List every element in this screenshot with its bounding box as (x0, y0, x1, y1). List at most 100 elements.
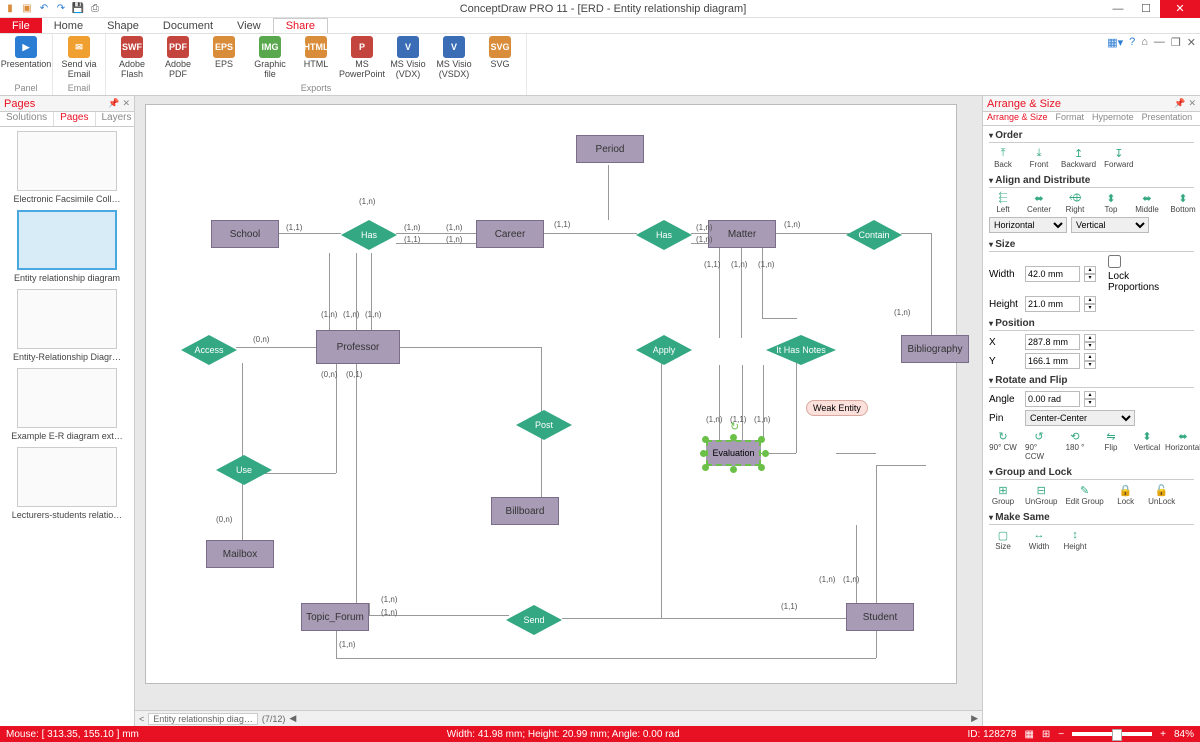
edge[interactable] (544, 233, 637, 234)
pages-tab-pages[interactable]: Pages (54, 112, 95, 126)
scroll-left-icon[interactable]: ◀ (289, 713, 296, 724)
new-icon[interactable]: ▮ (3, 2, 17, 16)
width-input[interactable] (1025, 266, 1080, 282)
ribbon-html[interactable]: HTMLHTML (294, 36, 338, 69)
ribbon-adobe-pdf[interactable]: PDFAdobe PDF (156, 36, 200, 79)
file-tab[interactable]: File (0, 18, 42, 33)
minimize-button[interactable]: — (1104, 0, 1132, 18)
selection-handle[interactable] (730, 434, 737, 441)
horizontal-button[interactable]: ⬌Horizontal (1169, 429, 1197, 461)
edge[interactable] (742, 365, 743, 440)
edge[interactable] (236, 347, 316, 348)
edge[interactable] (356, 363, 357, 603)
selection-handle[interactable] (702, 436, 709, 443)
relation-access[interactable]: Access (181, 335, 237, 365)
pages-tab-solutions[interactable]: Solutions (0, 112, 54, 126)
edge[interactable] (661, 363, 662, 618)
prev-tab-icon[interactable]: < (139, 714, 144, 724)
home-icon[interactable]: ⌂ (1141, 36, 1148, 49)
pages-tab-layers[interactable]: Layers (96, 112, 139, 126)
edge[interactable] (762, 248, 763, 318)
edge[interactable] (336, 363, 337, 473)
ribbon-adobe-flash[interactable]: SWFAdobe Flash (110, 36, 154, 79)
zoom-slider[interactable] (1072, 732, 1152, 736)
backward-button[interactable]: ↥Backward (1061, 146, 1096, 169)
edge[interactable] (719, 318, 720, 338)
position-section[interactable]: Position (989, 318, 1194, 331)
edge[interactable] (661, 618, 846, 619)
edge[interactable] (856, 525, 857, 605)
selection-handle[interactable] (702, 464, 709, 471)
help-icon[interactable]: ? (1129, 36, 1135, 49)
edge[interactable] (876, 630, 877, 658)
ribbon-eps[interactable]: EPSEPS (202, 36, 246, 69)
ribbon-ms-visio-vsdx-[interactable]: VMS Visio (VSDX) (432, 36, 476, 79)
edge[interactable] (369, 603, 370, 615)
edge[interactable] (242, 363, 243, 541)
edit-group-button[interactable]: ✎Edit Group (1065, 483, 1103, 506)
edge[interactable] (329, 253, 330, 333)
entity-student[interactable]: Student (846, 603, 914, 631)
-cw-button[interactable]: ↻90° CW (989, 429, 1017, 461)
size-section[interactable]: Size (989, 239, 1194, 252)
center-button[interactable]: ⬌Center (1025, 191, 1053, 214)
entity-bibliography[interactable]: Bibliography (901, 335, 969, 363)
edge[interactable] (356, 253, 357, 333)
close-button[interactable]: ✕ (1160, 0, 1200, 18)
zoom-out-icon[interactable]: − (1058, 729, 1064, 740)
edge[interactable] (901, 233, 931, 234)
group-button[interactable]: ⊞Group (989, 483, 1017, 506)
height-button[interactable]: ↕Height (1061, 528, 1089, 551)
ribbon-send-via-email[interactable]: ✉Send via Email (57, 36, 101, 79)
--button[interactable]: ⟲180 ° (1061, 429, 1089, 461)
middle-button[interactable]: ⬌Middle (1133, 191, 1161, 214)
close-panel-icon[interactable]: ✕ (122, 98, 130, 109)
save-icon[interactable]: 💾 (71, 2, 85, 16)
angle-input[interactable] (1025, 391, 1080, 407)
edge[interactable] (762, 318, 797, 319)
grid-icon[interactable]: ▦ (1024, 729, 1033, 740)
rtab-format[interactable]: Format (1052, 112, 1089, 125)
print-icon[interactable]: ⎙ (88, 2, 102, 16)
edge[interactable] (876, 465, 877, 605)
edge[interactable] (336, 658, 876, 659)
undo-icon[interactable]: ↶ (37, 2, 51, 16)
relation-apply[interactable]: Apply (636, 335, 692, 365)
entity-period[interactable]: Period (576, 135, 644, 163)
ribbon-tab-shape[interactable]: Shape (95, 18, 151, 33)
page-thumb[interactable]: Entity relationship diagram (4, 210, 130, 283)
-ccw-button[interactable]: ↺90° CCW (1025, 429, 1053, 461)
ribbon-tab-share[interactable]: Share (273, 18, 328, 33)
y-input[interactable] (1025, 353, 1080, 369)
doc-tab[interactable]: Entity relationship diag… (148, 713, 258, 725)
right-button[interactable]: ⬲Right (1061, 191, 1089, 214)
entity-school[interactable]: School (211, 220, 279, 248)
edge[interactable] (562, 618, 662, 619)
page-thumb[interactable]: Example E-R diagram ext… (4, 368, 130, 441)
vertical-select[interactable]: Vertical (1071, 217, 1149, 233)
redo-icon[interactable]: ↷ (54, 2, 68, 16)
close-panel-icon[interactable]: ✕ (1188, 98, 1196, 109)
unlock-button[interactable]: 🔓UnLock (1148, 483, 1176, 506)
edge[interactable] (719, 365, 720, 440)
scroll-right-icon[interactable]: ▶ (971, 713, 978, 724)
relation-notes[interactable]: It Has Notes (766, 335, 836, 365)
rotate-section[interactable]: Rotate and Flip (989, 375, 1194, 388)
selection-handle[interactable] (758, 436, 765, 443)
edge[interactable] (541, 347, 542, 412)
ungroup-button[interactable]: ⊟UnGroup (1025, 483, 1057, 506)
align-section[interactable]: Align and Distribute (989, 175, 1194, 188)
ribbon-ms-powerpoint[interactable]: PMS PowerPoint (340, 36, 384, 79)
back-button[interactable]: ⤒Back (989, 146, 1017, 169)
relation-post[interactable]: Post (516, 410, 572, 440)
top-button[interactable]: ⬍Top (1097, 191, 1125, 214)
edge[interactable] (541, 438, 542, 500)
rtab-hypernote[interactable]: Hypernote (1088, 112, 1138, 125)
weak-entity-evaluation[interactable]: Evaluation (706, 440, 761, 466)
relation-contain[interactable]: Contain (846, 220, 902, 250)
relation-use[interactable]: Use (216, 455, 272, 485)
canvas-scroll[interactable]: PeriodSchoolCareerMatterBibliographyProf… (135, 96, 982, 710)
edge[interactable] (278, 233, 341, 234)
page-thumb[interactable]: Lecturers-students relatio… (4, 447, 130, 520)
open-icon[interactable]: ▣ (20, 2, 34, 16)
